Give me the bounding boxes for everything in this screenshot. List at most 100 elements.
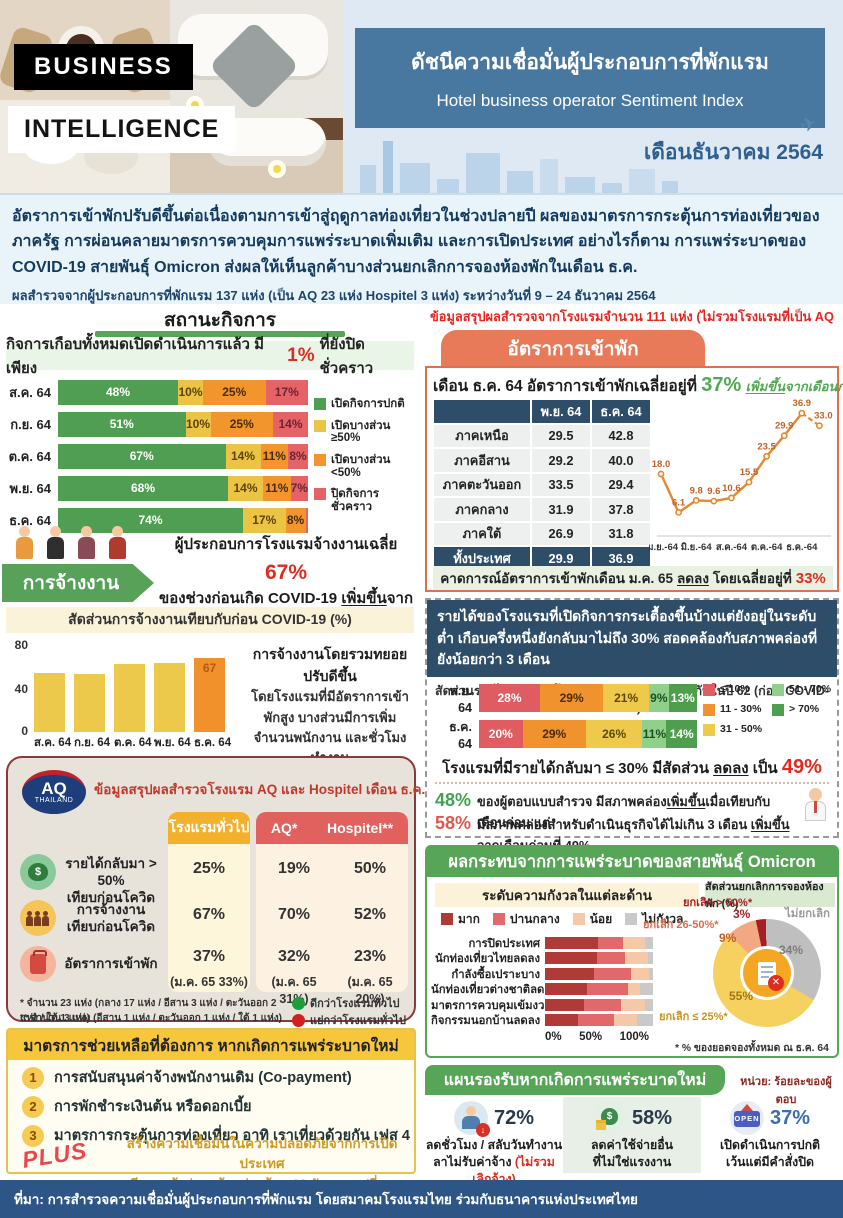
aq-col-hospitel: Hospitel** [327,820,394,836]
table-cell: 26.9 [532,522,590,545]
measure-text: มาตรการกระตุ้นการท่องเที่ยว อาทิ เราเที่… [54,1128,410,1144]
table-cell: 31.9 [532,498,590,521]
bar-segment [578,1014,615,1027]
x-axis-label: ธ.ค.-64 [786,542,818,553]
axis-tick: 100% [619,1031,649,1043]
measure-item: 3 มาตรการกระตุ้นการท่องเที่ยว อาทิ เราเท… [22,1124,414,1147]
legend-swatch-icon [772,684,785,696]
concern-legend: มาก ปานกลาง น้อย ไม่กังวล [441,912,684,926]
forecast-pre: คาดการณ์อัตราการเข้าพักเดือน ม.ค. 65 [440,571,673,586]
aq-jan-hospitel: (ม.ค. 65 20%) [347,975,393,1006]
bar-segment [596,952,625,965]
plan-line1: ลดค่าใช้จ่ายอื่น [590,1138,674,1152]
report-month: เดือนธันวาคม 2564 [644,141,823,164]
table-cell: 40.0 [592,449,650,472]
stacked-bar-row: การปิดประเทศ [431,935,653,951]
page-title-en: Hotel business operator Sentiment Index [436,90,744,110]
bar-segment: 17% [243,507,286,533]
legend-label: น้อย [589,912,613,926]
legend-item: น้อย [572,912,613,926]
aq-row-label: รายได้กลับมา > 50% เทียบก่อนโควิด [56,856,166,907]
occupancy-headline: เดือน ธ.ค. 64 อัตราการเข้าพักเฉลี่ยอยู่ท… [433,373,843,398]
aq-section-title: ข้อมูลสรุปผลสำรวจโรงแรม AQ และ Hospitel … [94,782,444,797]
data-point [657,470,665,478]
bar-segment [587,983,629,996]
liquidity-2-pre: มีสภาพคล่องสำหรับดำเนินธุรกิจได้ไม่เกิน … [477,817,751,832]
donut-footnote: * % ของยอดจองทั้งหมด ณ ธ.ค. 64 [675,1043,829,1054]
dotted-divider [435,782,829,784]
legend-swatch-icon [703,724,715,736]
legend-swatch-icon [441,913,453,925]
concern-title: ระดับความกังวลในแต่ละด้าน [435,883,699,907]
luggage-icon [20,946,56,982]
stacked-bar-row: กำลังซื้อเปราะบาง [431,966,653,982]
bar-segment [305,507,308,533]
bar-segment [631,967,649,980]
x-axis-label: มิ.ย.-64 [681,542,713,553]
x-axis-label: ต.ค.-64 [751,542,783,553]
employment-note-rest: โดยโรงแรมที่มีอัตราการเข้าพักสูง บางส่วน… [251,689,409,764]
aq-row-label: อัตราการเข้าพัก [56,956,166,973]
flower-shape [268,160,286,178]
aq-row2-label2: เทียบก่อนโควิด [66,918,156,934]
donut-value-nocancel: 34% [779,943,804,957]
table-cell: 29.5 [532,424,590,447]
legend-swatch-icon [314,419,326,432]
legend-item: เปิดบางส่วน <50% [314,453,416,479]
plan-line1: เปิดดำเนินการปกติ [719,1138,821,1152]
liquidity-1-post: เมื่อเทียบกับเดือนก่อน แต่ [477,794,771,830]
stacked-bar [545,998,653,1011]
employment-note: การจ้างงานโดยรวมทยอยปรับดีขึ้น โดยโรงแรม… [244,644,416,768]
stacked-bar: 48% 10% 25% 17% [58,379,308,405]
bar-category-label: ต.ค. 64 [8,448,51,464]
legend-swatch-icon [572,913,585,925]
aq-value-general: 25% [192,860,226,877]
stacked-bar: 67% 14% 11% 8% [58,443,308,469]
bar-segment [545,967,594,980]
cancelled-booking-icon: ✕ [743,949,791,997]
bar-segment: 14% [666,720,697,748]
donut-label-le25: ยกเลิก ≤ 25%* [659,1011,728,1023]
bar-segment: 25% [203,379,266,405]
legend-label: เปิดบางส่วน ≥50% [331,419,391,445]
revenue-summary-value: 49% [781,756,822,778]
bar-category-label: นักท่องเที่ยวต่างชาติลดลง [431,984,557,997]
bar-segment [545,936,598,949]
plan-item-reduce-hours: ↓ 72% ลดชั่วโมง / สลับวันทำงาน ลาไม่รับค… [425,1097,563,1186]
data-point [815,422,823,430]
bar-segment [583,998,621,1011]
bar-segment: 10% [178,379,203,405]
legend-label: เปิดกิจการปกติ [331,398,405,410]
plan-line2: เว้นแต่มีคำสั่งปิด [726,1155,814,1170]
aq-body-general [168,844,250,992]
legend-item: เปิดกิจการปกติ [314,398,416,411]
donut-label-nocancel: ไม่ยกเลิก [785,908,831,920]
bar-segment: 13% [668,684,697,712]
status-headline: กิจการเกือบทั้งหมดเปิดดำเนินการแล้ว มีเพ… [6,336,414,377]
liquidity-1-underline: เพิ่มขึ้น [666,794,706,809]
aq-legend-worse: แย่กว่าโรงแรมทั่วไป [292,1011,414,1029]
omicron-heading: ผลกระทบจากการแพร่ระบาดของสายพันธุ์ Omicr… [427,847,837,877]
legend-swatch-icon [625,913,638,925]
plan-item-stay-open: OPEN 37% เปิดดำเนินการปกติ เว้นแต่มีคำสั… [701,1097,839,1173]
x-axis-label: พ.ย. 64 [154,737,191,749]
bar-segment: 20% [479,720,523,748]
employment-headline-pre: ผู้ประกอบการโรงแรมจ้างงานเฉลี่ย [174,536,398,553]
table-cell: ภาคกลาง [434,498,530,521]
table-cell: 36.9 [592,547,650,570]
bar-segment: 14% [225,443,261,469]
data-point [710,497,718,505]
legend-swatch-icon [314,488,326,501]
employment-bar [74,673,105,732]
aq-col-aq: AQ* [270,820,298,836]
bar-segment [645,998,653,1011]
plan-value: 58% [631,1106,673,1129]
legend-label: ไม่กังวล [642,912,684,926]
point-value-label: 29.9 [775,421,794,432]
occupancy-table: พ.ย. 64 ธ.ค. 64 ภาคเหนือ 29.5 42.8 ภาคอีสาน 29… [434,400,650,570]
bar-category-label: พ.ย. 64 [9,480,51,496]
business-status-chart: ส.ค. 64 48% 10% 25% 17% ก.ย. 64 51% 10% 25% 14% ต.… [6,376,308,536]
stacked-bar: 51% 10% 25% 14% [58,411,308,437]
bar-category-label: กิจกรรมนอกบ้านลดลง [431,1015,541,1028]
intro-paragraph: อัตราการเข้าพักปรับดีขึ้นต่อเนื่องตามการ… [12,208,820,276]
